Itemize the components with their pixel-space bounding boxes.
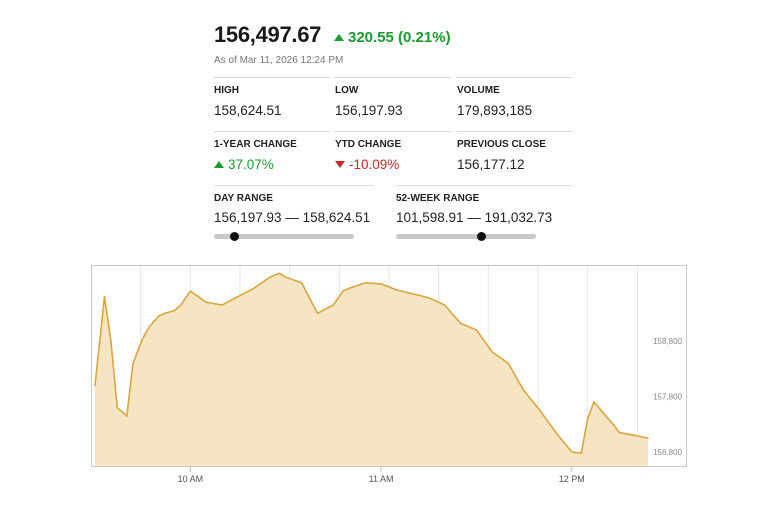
data-point bbox=[580, 452, 583, 454]
data-point bbox=[555, 431, 557, 434]
data-point bbox=[141, 337, 144, 340]
stat-volume-label: VOLUME bbox=[457, 85, 500, 96]
data-point bbox=[342, 290, 344, 292]
data-point bbox=[507, 362, 509, 365]
data-point bbox=[253, 287, 255, 290]
data-point bbox=[396, 289, 398, 291]
up-arrow-icon bbox=[214, 161, 224, 168]
stat-ytd-change: YTD CHANGE -10.09% bbox=[335, 131, 451, 172]
data-point bbox=[278, 272, 281, 275]
data-point bbox=[491, 351, 494, 353]
data-point bbox=[618, 431, 621, 434]
plot-border bbox=[91, 265, 687, 467]
price-change-value: 320.55 (0.21%) bbox=[348, 29, 451, 46]
data-point bbox=[189, 290, 192, 292]
stat-low: LOW 156,197.93 bbox=[335, 77, 451, 118]
day-range-label: DAY RANGE bbox=[214, 193, 273, 204]
stat-one-year-change-label: 1-YEAR CHANGE bbox=[214, 139, 297, 150]
data-point bbox=[523, 390, 525, 392]
y-tick-label: 157,800 bbox=[653, 393, 682, 402]
data-point bbox=[348, 287, 351, 290]
stat-high-value: 158,624.51 bbox=[214, 103, 282, 118]
stat-volume-value: 179,893,185 bbox=[457, 103, 533, 118]
day-range-value: 156,197.93 — 158,624.51 bbox=[214, 210, 371, 225]
data-point bbox=[103, 295, 106, 298]
stat-high-label: HIGH bbox=[214, 85, 239, 96]
data-point bbox=[116, 406, 119, 409]
data-point bbox=[380, 283, 382, 285]
data-point bbox=[205, 301, 208, 303]
stat-ytd-change-value-row: -10.09% bbox=[335, 157, 451, 172]
data-point bbox=[94, 384, 96, 387]
data-point bbox=[443, 304, 446, 306]
data-point bbox=[459, 322, 462, 325]
down-arrow-icon bbox=[335, 161, 345, 168]
data-point bbox=[475, 329, 478, 331]
stat-volume: VOLUME 179,893,185 bbox=[457, 77, 573, 118]
x-tick-label: 12 PM bbox=[559, 474, 585, 484]
stat-previous-close-value: 156,177.12 bbox=[457, 157, 525, 172]
data-point bbox=[237, 295, 239, 298]
price-area bbox=[95, 273, 648, 467]
data-point bbox=[300, 281, 303, 284]
data-point bbox=[586, 417, 589, 420]
x-tick-label: 10 AM bbox=[178, 474, 204, 484]
stat-one-year-change: 1-YEAR CHANGE 37.07% bbox=[214, 131, 330, 172]
week52-range-marker bbox=[477, 232, 487, 241]
data-point bbox=[164, 312, 166, 315]
stat-ytd-change-value: -10.09% bbox=[349, 157, 400, 172]
y-tick-label: 156,800 bbox=[653, 448, 682, 457]
data-point bbox=[427, 296, 430, 299]
current-price: 156,497.67 bbox=[214, 22, 322, 47]
stat-previous-close: PREVIOUS CLOSE 156,177.12 bbox=[457, 131, 573, 172]
week52-range-label: 52-WEEK RANGE bbox=[396, 193, 480, 204]
intraday-chart: 158,800 157,800 156,800 10 AM 11 AM 12 PM bbox=[91, 265, 687, 484]
data-point bbox=[284, 276, 287, 279]
data-point bbox=[364, 281, 366, 284]
data-point bbox=[612, 423, 614, 426]
data-point bbox=[593, 401, 595, 403]
data-point bbox=[412, 293, 414, 295]
as-of-timestamp: As of Mar 11, 2026 12:24 PM bbox=[214, 55, 344, 66]
up-arrow-icon bbox=[334, 34, 344, 41]
data-point bbox=[125, 415, 128, 417]
stat-high: HIGH 158,624.51 bbox=[214, 77, 330, 118]
data-point bbox=[647, 437, 649, 439]
data-point bbox=[316, 312, 319, 315]
data-point bbox=[173, 309, 176, 312]
week52-range-value: 101,598.91 — 191,032.73 bbox=[396, 210, 553, 225]
stat-one-year-change-value: 37.07% bbox=[228, 157, 274, 172]
data-point bbox=[269, 276, 271, 279]
data-point bbox=[570, 451, 573, 453]
stat-low-label: LOW bbox=[335, 85, 359, 96]
stat-low-value: 156,197.93 bbox=[335, 103, 403, 118]
stat-ytd-change-label: YTD CHANGE bbox=[335, 139, 402, 150]
day-range: DAY RANGE 156,197.93 — 158,624.51 bbox=[214, 185, 374, 225]
x-tick-label: 11 AM bbox=[369, 474, 394, 484]
week52-range: 52-WEEK RANGE 101,598.91 — 191,032.73 bbox=[396, 185, 572, 225]
data-point bbox=[132, 362, 134, 365]
stat-one-year-change-value-row: 37.07% bbox=[214, 157, 330, 172]
data-point bbox=[332, 304, 335, 306]
data-point bbox=[539, 409, 541, 412]
stat-previous-close-label: PREVIOUS CLOSE bbox=[457, 139, 546, 150]
y-tick-label: 158,800 bbox=[653, 337, 682, 346]
data-point bbox=[148, 326, 150, 328]
data-point bbox=[221, 304, 223, 306]
data-point bbox=[157, 315, 160, 317]
price-change: 320.55 (0.21%) bbox=[334, 29, 451, 46]
data-point bbox=[634, 434, 637, 437]
day-range-track bbox=[214, 234, 354, 239]
data-point bbox=[180, 304, 182, 306]
day-range-marker bbox=[229, 232, 239, 241]
data-point bbox=[110, 340, 112, 342]
data-point bbox=[602, 412, 605, 414]
week52-range-track bbox=[396, 234, 536, 239]
